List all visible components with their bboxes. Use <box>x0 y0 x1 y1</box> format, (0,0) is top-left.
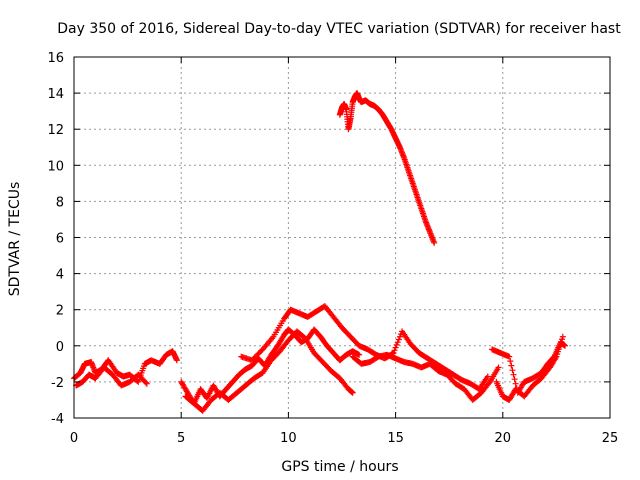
y-tick-label: 2 <box>56 304 64 319</box>
data-point-marker <box>248 357 255 364</box>
series-trace-e <box>238 303 491 393</box>
grid-lines <box>74 57 610 418</box>
data-point-marker <box>258 347 265 354</box>
data-point-marker <box>509 367 516 374</box>
data-point-marker <box>393 341 400 348</box>
data-point-marker <box>251 354 258 361</box>
series-trace-h <box>493 333 566 403</box>
data-point-marker <box>512 380 519 387</box>
data-point-marker <box>431 239 438 246</box>
y-tick-label: 8 <box>56 195 64 210</box>
series-trace-b <box>73 364 150 389</box>
x-tick-label: 20 <box>495 431 512 446</box>
data-point-marker <box>252 353 259 360</box>
data-point-marker <box>511 376 518 383</box>
series-high-arc <box>336 90 438 246</box>
x-tick-label: 25 <box>602 431 619 446</box>
series-trace-a <box>71 348 180 385</box>
x-axis-label: GPS time / hours <box>281 459 398 475</box>
data-point-marker <box>552 354 559 361</box>
series-trace-f <box>349 351 502 403</box>
data-point-marker <box>250 355 257 362</box>
data-point-marker <box>173 357 180 364</box>
data-point-marker <box>507 358 514 365</box>
y-tick-label: 4 <box>56 268 64 283</box>
y-tick-label: 10 <box>47 159 64 174</box>
data-point-marker <box>392 344 399 351</box>
x-tick-label: 5 <box>177 431 185 446</box>
x-tick-label: 10 <box>280 431 297 446</box>
y-tick-label: -4 <box>51 412 64 427</box>
data-point-marker <box>508 362 515 369</box>
data-point-marker <box>395 336 402 343</box>
data-point-marker <box>142 379 149 386</box>
y-tick-label: 14 <box>47 87 64 102</box>
data-point-marker <box>510 371 517 378</box>
y-tick-label: -2 <box>51 376 64 391</box>
y-tick-label: 0 <box>56 340 64 355</box>
data-point-marker <box>255 350 262 357</box>
x-tick-label: 15 <box>387 431 404 446</box>
chart-title: Day 350 of 2016, Sidereal Day-to-day VTE… <box>57 21 621 37</box>
data-point-marker <box>485 380 492 387</box>
data-point-marker <box>394 339 401 346</box>
y-axis-label: SDTVAR / TECUs <box>7 182 23 297</box>
y-tick-label: 12 <box>47 123 64 138</box>
data-point-marker <box>256 349 263 356</box>
data-point-marker <box>495 364 502 371</box>
data-point-marker <box>254 351 261 358</box>
plot-area <box>71 90 568 414</box>
data-point-marker <box>484 373 491 380</box>
x-tick-label: 0 <box>70 431 78 446</box>
data-point-marker <box>559 333 566 340</box>
y-tick-label: 6 <box>56 232 64 247</box>
data-point-marker <box>561 342 568 349</box>
series-trace-d <box>182 328 356 414</box>
data-point-marker <box>391 347 398 354</box>
data-point-marker <box>349 389 356 396</box>
axis-ticks: 0 5 10 15 20 25 -4 -2 0 2 4 6 8 10 12 14 16 <box>47 51 618 446</box>
data-point-marker <box>356 351 363 358</box>
data-point-marker <box>143 380 150 387</box>
data-point-marker <box>396 333 403 340</box>
data-point-marker <box>506 353 513 360</box>
y-tick-label: 16 <box>47 51 64 66</box>
